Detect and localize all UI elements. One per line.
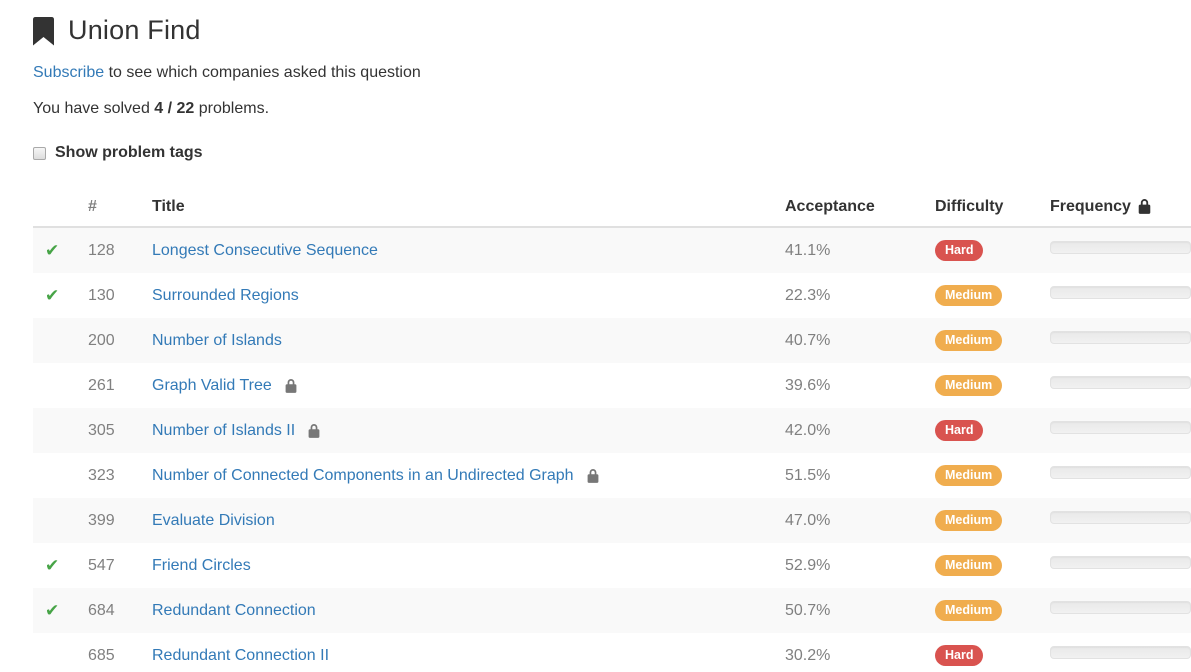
acceptance-value: 40.7% bbox=[785, 331, 831, 349]
solved-check-icon: ✔ bbox=[45, 556, 60, 575]
solved-count: 4 / 22 bbox=[154, 100, 195, 117]
page-title: Union Find bbox=[68, 14, 201, 45]
problem-title-link[interactable]: Number of Islands II bbox=[152, 421, 296, 439]
acceptance-value: 52.9% bbox=[785, 556, 831, 574]
problem-title-link[interactable]: Graph Valid Tree bbox=[152, 376, 272, 394]
problem-title-link[interactable]: Evaluate Division bbox=[152, 511, 275, 529]
lock-icon bbox=[1138, 199, 1151, 214]
frequency-bar bbox=[1050, 421, 1191, 434]
problem-title-link[interactable]: Friend Circles bbox=[152, 556, 251, 574]
acceptance-value: 42.0% bbox=[785, 421, 831, 439]
frequency-bar bbox=[1050, 646, 1191, 659]
acceptance-value: 41.1% bbox=[785, 241, 831, 259]
frequency-bar bbox=[1050, 331, 1191, 344]
problem-title-link[interactable]: Surrounded Regions bbox=[152, 286, 299, 304]
subscribe-line: Subscribe to see which companies asked t… bbox=[33, 64, 1191, 82]
frequency-bar bbox=[1050, 286, 1191, 299]
problem-table: # Title Acceptance Difficulty Frequency … bbox=[33, 178, 1191, 672]
frequency-bar bbox=[1050, 241, 1191, 254]
difficulty-badge: Medium bbox=[935, 554, 1003, 577]
difficulty-badge: Medium bbox=[935, 329, 1003, 352]
problem-number: 685 bbox=[88, 646, 115, 664]
problem-row: ✔ 128 Longest Consecutive Sequence 41.1%… bbox=[33, 228, 1191, 273]
problem-title-link[interactable]: Redundant Connection II bbox=[152, 646, 330, 664]
problem-row: ✔ 305 Number of Islands II 42.0% Hard bbox=[33, 408, 1191, 453]
frequency-bar bbox=[1050, 511, 1191, 524]
acceptance-value: 50.7% bbox=[785, 601, 831, 619]
header-frequency-label: Frequency bbox=[1050, 198, 1131, 215]
problem-number: 130 bbox=[88, 286, 115, 304]
problem-title-link[interactable]: Number of Connected Components in an Und… bbox=[152, 466, 574, 484]
difficulty-badge: Medium bbox=[935, 284, 1003, 307]
frequency-bar bbox=[1050, 601, 1191, 614]
problem-row: ✔ 200 Number of Islands 40.7% Medium bbox=[33, 318, 1191, 363]
difficulty-badge: Hard bbox=[935, 419, 984, 442]
problem-row: ✔ 130 Surrounded Regions 22.3% Medium bbox=[33, 273, 1191, 318]
acceptance-value: 51.5% bbox=[785, 466, 831, 484]
problem-title-link[interactable]: Redundant Connection bbox=[152, 601, 316, 619]
problem-row: ✔ 685 Redundant Connection II 30.2% Hard bbox=[33, 633, 1191, 672]
problem-row: ✔ 399 Evaluate Division 47.0% Medium bbox=[33, 498, 1191, 543]
header-difficulty: Difficulty bbox=[935, 198, 1004, 215]
problem-number: 684 bbox=[88, 601, 115, 619]
acceptance-value: 47.0% bbox=[785, 511, 831, 529]
acceptance-value: 39.6% bbox=[785, 376, 831, 394]
table-header-row: # Title Acceptance Difficulty Frequency bbox=[33, 178, 1191, 228]
difficulty-badge: Hard bbox=[935, 239, 984, 262]
lock-icon bbox=[587, 468, 599, 483]
solved-check-icon: ✔ bbox=[45, 241, 60, 260]
lock-icon bbox=[308, 423, 320, 438]
difficulty-badge: Hard bbox=[935, 644, 984, 667]
show-tags-label: Show problem tags bbox=[55, 144, 203, 161]
problem-number: 323 bbox=[88, 466, 115, 484]
solved-check-icon: ✔ bbox=[45, 286, 60, 305]
problem-number: 128 bbox=[88, 241, 115, 259]
header-acceptance: Acceptance bbox=[785, 198, 875, 215]
frequency-bar bbox=[1050, 376, 1191, 389]
solved-summary: You have solved 4 / 22 problems. bbox=[33, 100, 270, 117]
subscribe-text: to see which companies asked this questi… bbox=[104, 64, 421, 81]
header-title: Title bbox=[152, 198, 185, 215]
page-header: Union Find bbox=[33, 12, 1191, 48]
problem-row: ✔ 547 Friend Circles 52.9% Medium bbox=[33, 543, 1191, 588]
difficulty-badge: Medium bbox=[935, 464, 1003, 487]
problem-title-link[interactable]: Longest Consecutive Sequence bbox=[152, 241, 378, 259]
subscribe-link[interactable]: Subscribe bbox=[33, 64, 105, 81]
bookmark-icon[interactable] bbox=[33, 16, 54, 46]
problem-table-body: ✔ 128 Longest Consecutive Sequence 41.1%… bbox=[33, 228, 1191, 672]
problem-number: 399 bbox=[88, 511, 115, 529]
show-tags-toggle[interactable]: Show problem tags bbox=[33, 144, 203, 162]
problem-number: 200 bbox=[88, 331, 115, 349]
problem-row: ✔ 684 Redundant Connection 50.7% Medium bbox=[33, 588, 1191, 633]
lock-icon bbox=[285, 378, 297, 393]
difficulty-badge: Medium bbox=[935, 509, 1003, 532]
problem-number: 305 bbox=[88, 421, 115, 439]
header-number: # bbox=[88, 198, 97, 215]
acceptance-value: 22.3% bbox=[785, 286, 831, 304]
frequency-bar bbox=[1050, 556, 1191, 569]
problem-row: ✔ 261 Graph Valid Tree 39.6% Medium bbox=[33, 363, 1191, 408]
difficulty-badge: Medium bbox=[935, 374, 1003, 397]
problem-row: ✔ 323 Number of Connected Components in … bbox=[33, 453, 1191, 498]
problem-number: 547 bbox=[88, 556, 115, 574]
header-frequency: Frequency bbox=[1050, 198, 1191, 216]
problem-title-link[interactable]: Number of Islands bbox=[152, 331, 282, 349]
acceptance-value: 30.2% bbox=[785, 646, 831, 664]
solved-check-icon: ✔ bbox=[45, 601, 60, 620]
problem-number: 261 bbox=[88, 376, 115, 394]
frequency-bar bbox=[1050, 466, 1191, 479]
difficulty-badge: Medium bbox=[935, 599, 1003, 622]
show-tags-checkbox[interactable] bbox=[33, 146, 46, 160]
